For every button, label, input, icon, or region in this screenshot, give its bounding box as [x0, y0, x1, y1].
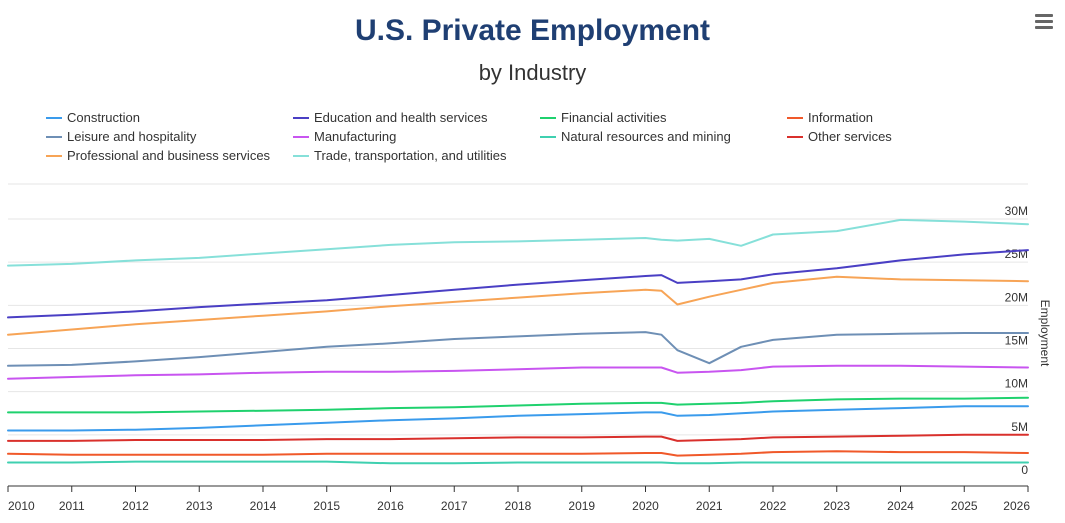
y-tick-label: 10M — [1005, 377, 1028, 391]
legend-item[interactable]: Information — [787, 110, 873, 128]
series-line — [7, 364, 1029, 380]
x-tick-label: 2016 — [377, 499, 404, 513]
legend-item[interactable]: Professional and business services — [46, 148, 270, 166]
y-tick-label: 30M — [1005, 204, 1028, 218]
legend-item[interactable]: Leisure and hospitality — [46, 129, 196, 147]
legend-item[interactable]: Natural resources and mining — [540, 129, 731, 147]
x-tick-label: 2021 — [696, 499, 723, 513]
x-tick-label: 2025 — [951, 499, 978, 513]
x-tick-label: 2018 — [505, 499, 532, 513]
series-line — [7, 275, 1029, 336]
legend-item[interactable]: Financial activities — [540, 110, 667, 128]
x-tick-label: 2019 — [568, 499, 595, 513]
legend-label: Trade, transportation, and utilities — [314, 148, 507, 163]
legend-swatch — [787, 135, 803, 138]
y-axis-title: Employment — [1038, 300, 1052, 367]
legend-label: Other services — [808, 129, 892, 144]
y-tick-label: 15M — [1005, 334, 1028, 348]
series-line — [7, 396, 1029, 414]
legend-swatch — [787, 116, 803, 119]
series-line — [7, 249, 1029, 319]
legend-item[interactable]: Construction — [46, 110, 140, 128]
chart-subtitle: by Industry — [478, 60, 587, 85]
legend-item[interactable]: Other services — [787, 129, 892, 147]
legend-swatch — [293, 116, 309, 119]
legend-label: Financial activities — [561, 110, 667, 125]
x-tick-label: 2017 — [441, 499, 468, 513]
series-line — [7, 218, 1029, 267]
hamburger-menu-icon[interactable] — [1035, 14, 1053, 32]
x-tick-label: 2015 — [313, 499, 340, 513]
legend-item[interactable]: Trade, transportation, and utilities — [293, 148, 506, 166]
series-line — [7, 405, 1029, 432]
y-tick-label: 5M — [1011, 420, 1028, 434]
y-tick-label: 25M — [1005, 247, 1028, 261]
x-tick-label: 2023 — [823, 499, 850, 513]
legend-label: Manufacturing — [314, 129, 397, 144]
legend-swatch — [540, 135, 556, 138]
legend-swatch — [46, 135, 62, 138]
x-tick-label: 2013 — [186, 499, 213, 513]
series-line — [7, 433, 1029, 442]
legend-label: Natural resources and mining — [561, 129, 731, 144]
chart-title: U.S. Private Employment — [354, 14, 711, 47]
x-tick-label: 2020 — [632, 499, 659, 513]
legend-swatch — [293, 135, 309, 138]
legend-swatch — [293, 154, 309, 157]
x-tick-label: 2022 — [760, 499, 787, 513]
legend-label: Leisure and hospitality — [67, 129, 197, 144]
series-line — [7, 331, 1029, 367]
legend-item[interactable]: Manufacturing — [293, 129, 396, 147]
legend-label: Information — [808, 110, 874, 125]
x-tick-label: 2024 — [887, 499, 914, 513]
legend-item[interactable]: Education and health services — [293, 110, 487, 128]
legend-swatch — [46, 154, 62, 157]
series-line — [7, 460, 1029, 465]
series-line — [7, 450, 1029, 457]
x-tick-label: 2010 — [8, 499, 35, 513]
x-tick-label: 2026 — [1003, 499, 1030, 513]
x-tick-label: 2012 — [122, 499, 149, 513]
legend-label: Construction — [67, 110, 140, 125]
legend-swatch — [540, 116, 556, 119]
legend-swatch — [46, 116, 62, 119]
x-tick-label: 2014 — [250, 499, 277, 513]
y-tick-label: 20M — [1005, 290, 1028, 304]
x-tick-label: 2011 — [59, 499, 85, 513]
legend-label: Professional and business services — [67, 148, 271, 163]
y-tick-label: 0 — [1021, 463, 1028, 477]
legend-label: Education and health services — [314, 110, 488, 125]
